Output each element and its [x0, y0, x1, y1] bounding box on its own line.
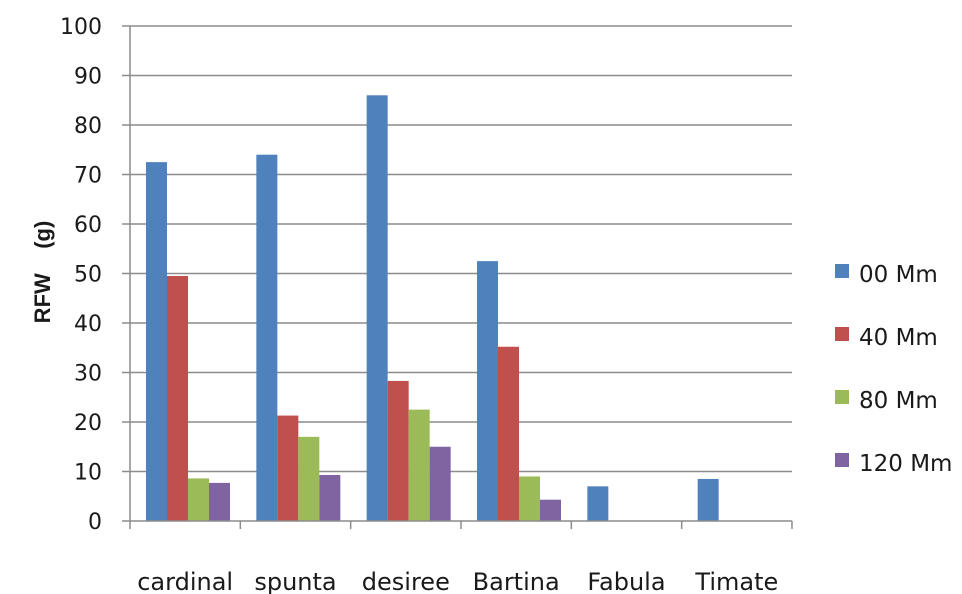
y-tick-label: 60	[74, 213, 102, 238]
legend-label: 40 Mm	[859, 325, 938, 351]
legend-swatch	[835, 327, 849, 341]
y-tick-label: 50	[74, 263, 102, 288]
y-tick-label: 0	[88, 510, 102, 535]
bars	[146, 95, 719, 522]
bar-00-mm-fabula	[587, 486, 609, 521]
y-tick-label: 10	[74, 461, 102, 486]
x-tick-label: cardinal	[137, 568, 233, 594]
x-tick-label: Bartina	[473, 568, 560, 594]
y-tick-label: 20	[74, 411, 102, 436]
legend-swatch	[835, 453, 849, 467]
bar-40-mm-bartina	[498, 346, 519, 521]
bar-80-mm-bartina	[519, 476, 540, 521]
bar-120-mm-desiree	[429, 446, 451, 521]
bar-40-mm-desiree	[387, 380, 409, 521]
legend-label: 00 Mm	[859, 262, 938, 288]
y-tick-label: 40	[74, 312, 102, 337]
bar-00-mm-cardinal	[146, 162, 167, 521]
bar-80-mm-desiree	[408, 409, 430, 521]
bar-120-mm-bartina	[540, 499, 561, 521]
x-tick-label: Timate	[694, 568, 778, 594]
y-axis-label: RFW (g)	[30, 221, 55, 324]
bar-00-mm-desiree	[366, 95, 388, 522]
bar-00-mm-spunta	[256, 154, 278, 521]
y-tick-label: 80	[74, 114, 102, 139]
bar-40-mm-spunta	[277, 415, 299, 521]
legend-label: 80 Mm	[859, 388, 938, 414]
x-axis-ticks: cardinal spunta desiree Bartina Fabula Timate	[129, 521, 793, 594]
legend-swatch	[835, 264, 849, 278]
y-axis-ticks: 0 10 20 30 40 50 60 70 80 90 100	[60, 15, 130, 535]
bar-80-mm-cardinal	[188, 478, 209, 521]
bar-80-mm-spunta	[298, 436, 320, 521]
legend: 00 Mm 40 Mm 80 Mm 120 Mm	[835, 262, 952, 477]
bar-120-mm-spunta	[319, 474, 341, 521]
bar-40-mm-cardinal	[167, 275, 188, 521]
x-tick-label: desiree	[362, 568, 450, 594]
bar-120-mm-cardinal	[209, 482, 230, 521]
bar-00-mm-bartina	[477, 261, 498, 521]
bar-00-mm-timate	[697, 478, 719, 521]
x-tick-label: spunta	[254, 568, 336, 594]
y-tick-label: 30	[74, 362, 102, 387]
x-tick-label: Fabula	[587, 568, 665, 594]
y-tick-label: 70	[74, 164, 102, 189]
y-tick-label: 100	[60, 15, 102, 40]
gridlines	[130, 25, 792, 473]
legend-label: 120 Mm	[859, 451, 952, 477]
legend-swatch	[835, 390, 849, 404]
y-tick-label: 90	[74, 65, 102, 90]
